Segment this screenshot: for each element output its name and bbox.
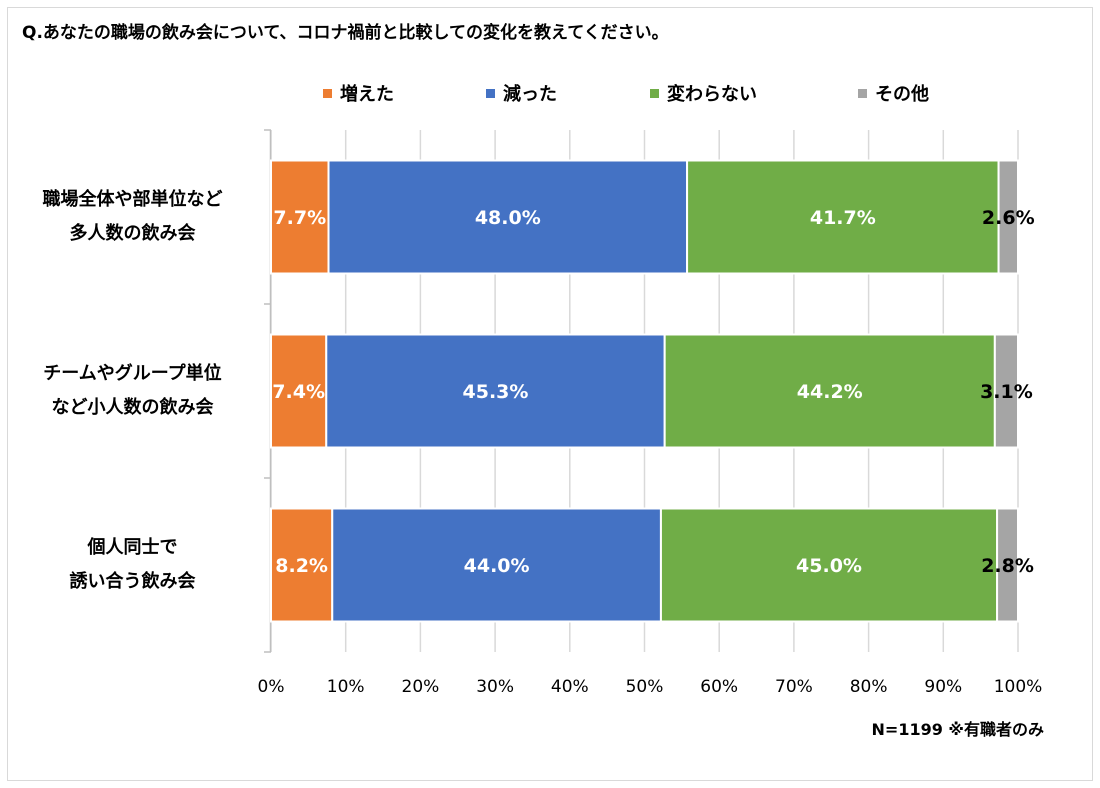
legend: 増えた 減った 変わらない その他	[0, 80, 1100, 106]
legend-item: 増えた	[323, 80, 394, 106]
legend-item: 減った	[486, 80, 557, 106]
data-label: 8.2%	[275, 555, 328, 577]
x-tick-label: 20%	[402, 677, 440, 697]
bar-segment	[993, 333, 1020, 449]
footnote: N=1199 ※有職者のみ	[871, 720, 1044, 739]
legend-label: 増えた	[340, 84, 394, 105]
bar-segment	[663, 333, 996, 449]
legend-item: その他	[858, 80, 929, 106]
bar-segment	[659, 507, 999, 623]
data-label: 44.2%	[797, 381, 863, 403]
data-label: 2.6%	[982, 207, 1035, 229]
bar-segment	[270, 333, 328, 449]
x-tick-label: 30%	[476, 677, 514, 697]
legend-swatch	[323, 88, 332, 98]
data-label: 45.0%	[796, 555, 862, 577]
legend-swatch	[858, 88, 867, 98]
x-tick-label: 50%	[626, 677, 664, 697]
x-tick-label: 70%	[775, 677, 813, 697]
category-label: チームやグループ単位 など小人数の飲み会	[43, 363, 222, 418]
data-label: 45.3%	[463, 381, 529, 403]
x-tick-label: 80%	[850, 677, 888, 697]
legend-item: 変わらない	[650, 80, 757, 106]
bar-segment	[996, 507, 1019, 623]
data-label: 2.8%	[981, 555, 1034, 577]
x-tick-label: 90%	[924, 677, 962, 697]
data-label: 7.4%	[272, 381, 325, 403]
x-tick-label: 40%	[551, 677, 589, 697]
legend-swatch	[650, 88, 659, 98]
data-label: 48.0%	[475, 207, 541, 229]
x-tick-label: 100%	[994, 677, 1043, 697]
legend-label: 減った	[503, 84, 557, 105]
x-tick-label: 10%	[327, 677, 365, 697]
x-tick-label: 0%	[258, 677, 285, 697]
legend-label: その他	[875, 84, 929, 105]
data-label: 3.1%	[980, 381, 1033, 403]
data-label: 7.7%	[273, 207, 326, 229]
category-label: 職場全体や部単位など 多人数の飲み会	[42, 189, 223, 244]
legend-swatch	[486, 88, 495, 98]
data-label: 44.0%	[464, 555, 530, 577]
bar-segment	[686, 159, 1000, 275]
bar-segment	[325, 333, 666, 449]
bar-segment	[270, 159, 330, 275]
legend-label: 変わらない	[667, 84, 757, 105]
category-label: 個人同士で 誘い合う飲み会	[69, 537, 196, 592]
bar-segment	[997, 159, 1020, 275]
chart-frame	[7, 7, 1093, 781]
chart-title: Q.あなたの職場の飲み会について、コロナ禍前と比較しての変化を教えてください。	[22, 23, 669, 43]
data-label: 41.7%	[810, 207, 876, 229]
x-tick-label: 60%	[700, 677, 738, 697]
